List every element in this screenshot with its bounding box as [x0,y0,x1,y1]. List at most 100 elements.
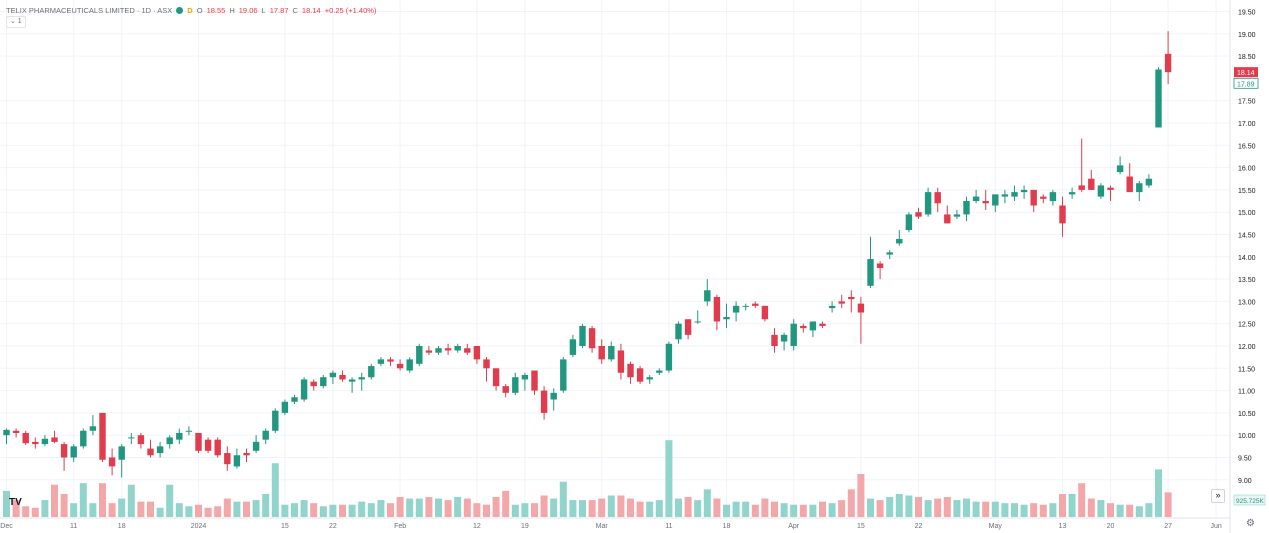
candle [944,205,951,224]
volume-bar [665,440,673,517]
candle-body [1068,192,1076,195]
gear-icon[interactable]: ⚙ [1246,518,1255,529]
chart-legend: TELIX PHARMACEUTICALS LIMITED · 1D · ASX… [6,5,377,15]
scroll-to-realtime-button[interactable]: » [1211,489,1225,503]
volume-bar [675,498,682,517]
candle-body [1020,189,1028,193]
candle-body [1107,187,1114,190]
volume-bar [1068,493,1076,517]
candle-body [118,446,125,460]
candle [185,426,193,436]
candle [636,366,644,384]
candle [963,196,970,222]
candle-body [1040,196,1047,199]
candle [128,432,135,445]
candle [339,370,346,382]
volume-bar [828,503,836,517]
time-tick-label: 2024 [191,523,207,530]
candle-body [252,441,260,451]
volume-tag-label: 925.725K [1236,498,1264,505]
candle-body [214,439,221,456]
candle [406,357,413,373]
volume-bar [377,500,385,517]
candle [800,323,807,333]
candle [166,435,173,449]
volume-bar [569,500,577,517]
candlestick-series [3,31,1172,478]
candle [531,370,538,396]
last-price-tag-label: 18.14 [1237,70,1255,77]
volume-bar [262,493,270,517]
volume-bar [1087,498,1095,517]
candle-body [224,453,231,465]
candle [598,339,605,364]
low-value: 17.87 [269,5,289,15]
price-tick-label: 10.50 [1238,411,1256,418]
candle [233,448,241,469]
time-tick-label: 22 [915,523,923,530]
volume-bar [1145,503,1153,517]
candle-body [684,319,692,335]
candle [464,343,471,355]
volume-bar [99,483,106,517]
candle-body [800,325,807,329]
candle [819,321,826,329]
volume-bar [406,498,414,517]
candle [41,435,49,447]
volume-bar [876,500,884,517]
time-tick-label: 18 [723,523,731,530]
candle [425,346,433,355]
volume-bar [1126,504,1134,517]
price-tags: 18.14 17.89 925.725K [1233,67,1266,506]
volume-bar [12,500,20,517]
volume-bar [358,501,366,517]
volume-bar [713,498,721,517]
volume-bar [1001,503,1009,517]
candle-body [694,321,701,323]
candle [694,310,701,324]
volume-bar [1030,503,1038,517]
candle-body [780,334,788,342]
volume-bar [1078,483,1086,517]
volume-bar [214,506,222,517]
candle-body [1155,69,1162,128]
candle-body [512,377,519,393]
candle [857,296,865,344]
high-value: 19.06 [238,5,258,15]
volume-bar [1097,500,1105,517]
price-tick-label: 10.00 [1238,433,1256,440]
candle [70,444,77,462]
candle [291,395,298,404]
candle-body [627,363,634,378]
price-tick-label: 14.00 [1238,255,1256,262]
market-status-badge: D [187,5,193,15]
candle-body [464,348,471,353]
candle-body [310,381,317,387]
candle [1097,183,1105,199]
volume-bar [934,498,942,517]
volume-bar [809,504,817,517]
price-axis: 19.50 19.00 18.50 17.50 17.00 16.50 16.00 15.50… [1229,0,1256,533]
candle-body [406,359,413,371]
candle-body [992,194,999,206]
volume-bar [723,504,730,517]
candle [22,430,29,446]
price-tick-label: 15.00 [1238,210,1256,217]
candle-body [896,238,903,244]
candle [656,368,663,375]
candle-body [502,386,509,393]
tradingview-logo-icon[interactable]: TV [9,497,22,508]
volume-bar [703,489,711,517]
gridlines [0,0,1230,518]
candle-body [108,457,116,467]
candle [905,212,913,233]
candle [723,303,730,329]
legend-collapse-button[interactable]: ⌄ 1 [6,16,26,28]
candle-body [483,359,490,369]
volume-bar [857,473,865,517]
volume-bar [838,500,846,517]
candle [550,388,557,411]
volume-bar [915,497,922,517]
candle [204,437,212,454]
